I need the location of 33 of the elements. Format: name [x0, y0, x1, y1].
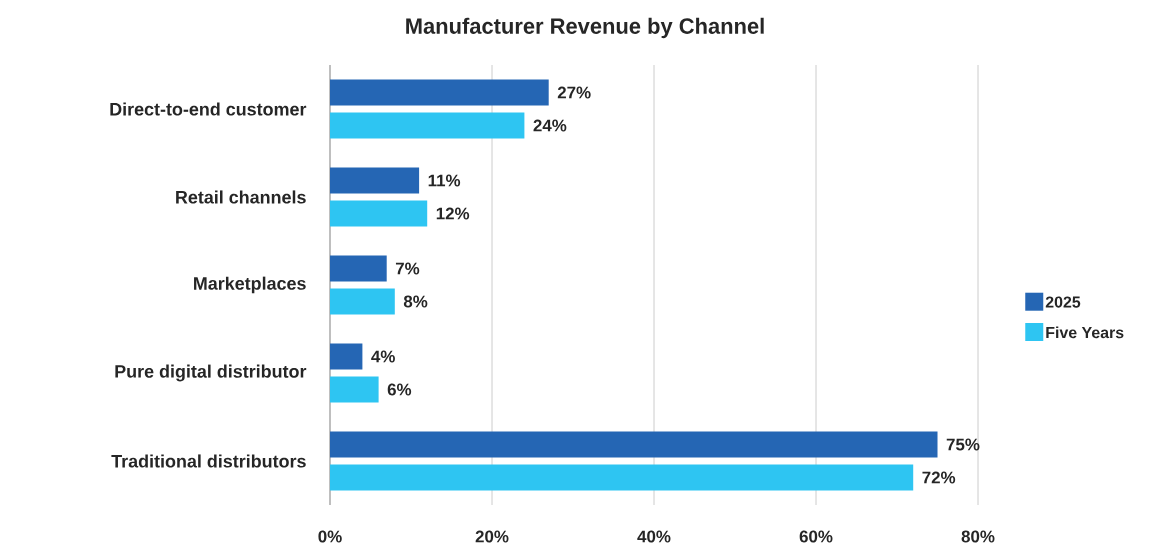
x-tick-label: 60%	[799, 530, 833, 543]
x-tick-label: 80%	[961, 530, 995, 543]
data-label: 7%	[395, 262, 420, 275]
bar	[330, 112, 525, 139]
x-tick-label: 20%	[475, 530, 509, 543]
data-label: 6%	[387, 383, 412, 396]
bar	[330, 288, 395, 315]
x-tick-label: 40%	[637, 530, 671, 543]
bar	[330, 255, 387, 282]
y-tick-label: Traditional distributors	[111, 454, 306, 468]
bar	[330, 343, 363, 370]
bar	[330, 376, 379, 403]
data-label: 11%	[428, 174, 461, 187]
y-tick-label: Direct-to-end customer	[110, 102, 307, 116]
data-label: 24%	[533, 119, 567, 132]
data-label: 72%	[922, 471, 956, 484]
y-tick-label: Marketplaces	[194, 276, 306, 294]
chart-title: Manufacturer Revenue by Channel	[406, 17, 764, 39]
x-tick-label: 0%	[318, 530, 342, 543]
y-tick-label: Pure digital distributor	[115, 364, 307, 382]
data-label: 4%	[371, 350, 395, 363]
data-label: 27%	[557, 86, 591, 99]
bar	[330, 79, 549, 106]
data-label: 75%	[946, 438, 980, 451]
bar	[330, 431, 938, 458]
data-label: 8%	[403, 295, 428, 308]
bar	[330, 200, 428, 227]
bar	[330, 167, 420, 194]
data-label: 12%	[436, 207, 470, 220]
legend-label: Five Years	[1046, 326, 1124, 339]
bar	[330, 464, 914, 491]
y-tick-label: Retail channels	[176, 190, 306, 204]
legend-label: 2025	[1045, 296, 1081, 308]
